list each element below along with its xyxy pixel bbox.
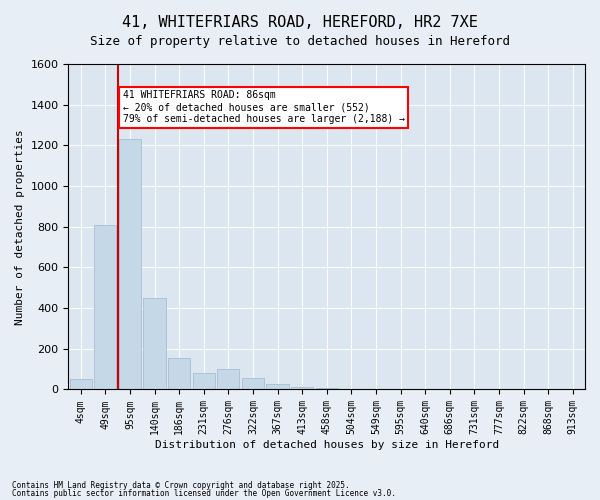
Text: 41 WHITEFRIARS ROAD: 86sqm
← 20% of detached houses are smaller (552)
79% of sem: 41 WHITEFRIARS ROAD: 86sqm ← 20% of deta…: [122, 90, 404, 124]
Text: Contains public sector information licensed under the Open Government Licence v3: Contains public sector information licen…: [12, 488, 396, 498]
Bar: [316, 388, 338, 390]
Bar: [94, 224, 116, 390]
Bar: [193, 373, 215, 390]
Bar: [291, 387, 313, 390]
Bar: [143, 298, 166, 390]
Text: Contains HM Land Registry data © Crown copyright and database right 2025.: Contains HM Land Registry data © Crown c…: [12, 481, 350, 490]
Bar: [168, 358, 190, 390]
Text: 41, WHITEFRIARS ROAD, HEREFORD, HR2 7XE: 41, WHITEFRIARS ROAD, HEREFORD, HR2 7XE: [122, 15, 478, 30]
Bar: [119, 140, 141, 390]
X-axis label: Distribution of detached houses by size in Hereford: Distribution of detached houses by size …: [155, 440, 499, 450]
Bar: [242, 378, 264, 390]
Bar: [266, 384, 289, 390]
Bar: [70, 380, 92, 390]
Y-axis label: Number of detached properties: Number of detached properties: [15, 129, 25, 324]
Bar: [217, 369, 239, 390]
Text: Size of property relative to detached houses in Hereford: Size of property relative to detached ho…: [90, 35, 510, 48]
